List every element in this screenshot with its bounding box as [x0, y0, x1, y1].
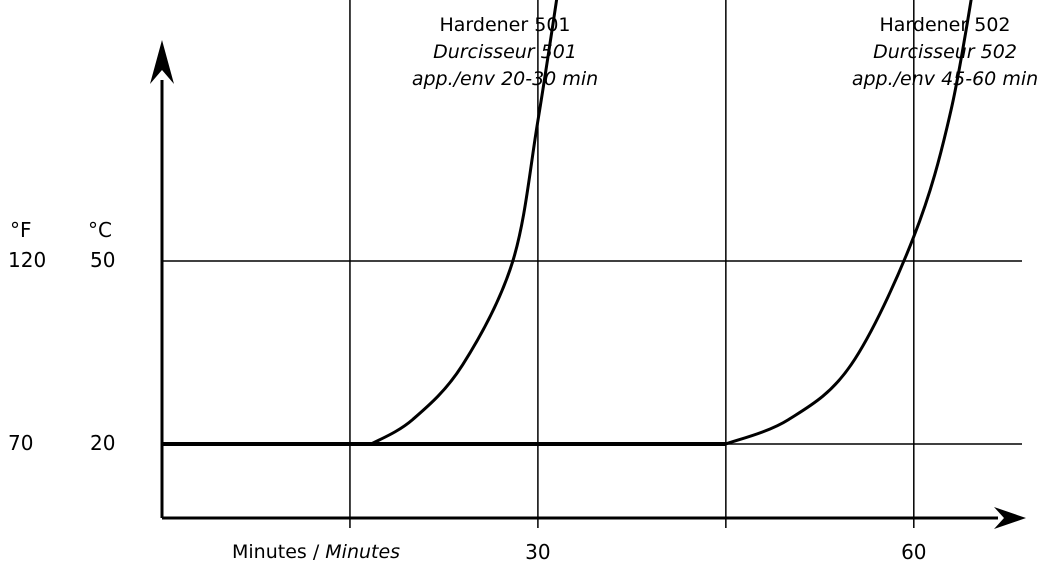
x-tick-label: 30 [525, 540, 551, 564]
x-axis-label-italic: Minutes [325, 541, 401, 563]
series-curves [162, 0, 973, 446]
grid [162, 0, 1022, 528]
series-name-fr: Durcisseur 501 [433, 41, 577, 63]
series-line-1 [369, 0, 559, 446]
series-name-fr: Durcisseur 502 [873, 41, 1017, 63]
x-axis-arrow [994, 507, 1026, 529]
series-note: app./env 45-60 min [851, 68, 1039, 90]
x-axis-label: Minutes / Minutes [232, 541, 400, 563]
x-tick-label: 60 [901, 540, 927, 564]
y-tick-label-celsius: 20 [90, 431, 116, 455]
series-annotation-501: Hardener 501 Durcisseur 501 app./env 20-… [412, 12, 598, 93]
series-line-2 [724, 0, 973, 446]
series-name: Hardener 501 [439, 14, 571, 36]
y-tick-label-fahrenheit: 120 [8, 248, 47, 272]
x-axis-label-plain: Minutes / [232, 541, 326, 563]
celsius-unit-label: °C [88, 218, 112, 242]
y-tick-label-fahrenheit: 70 [8, 431, 34, 455]
series-annotation-502: Hardener 502 Durcisseur 502 app./env 45-… [852, 12, 1038, 93]
y-tick-label-celsius: 50 [90, 248, 116, 272]
fahrenheit-unit-label: °F [10, 218, 32, 242]
series-name: Hardener 502 [879, 14, 1011, 36]
series-note: app./env 20-30 min [411, 68, 599, 90]
y-axis-arrow [150, 40, 174, 84]
